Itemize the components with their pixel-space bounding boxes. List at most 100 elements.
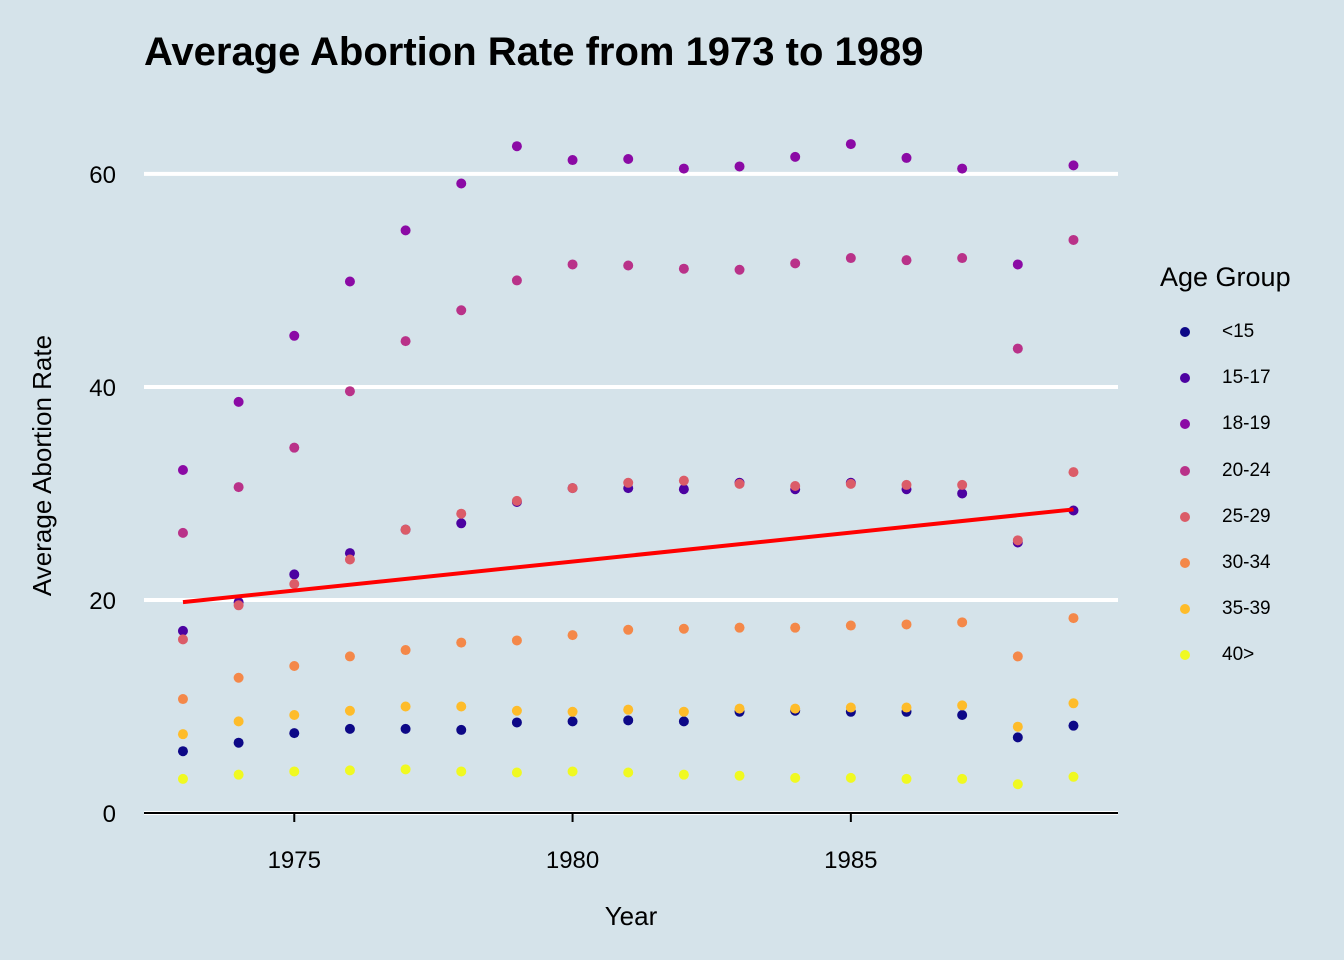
- point-40>: [901, 773, 912, 784]
- point-18-19: [289, 330, 300, 341]
- point-30-34: [845, 620, 856, 631]
- point-25-29: [845, 478, 856, 489]
- point-35-39: [678, 706, 689, 717]
- x-tick-label: 1985: [824, 847, 877, 874]
- point-30-34: [344, 651, 355, 662]
- legend-label: 20-24: [1222, 459, 1271, 481]
- point-30-34: [1068, 613, 1079, 624]
- point-30-34: [678, 623, 689, 634]
- point-20-24: [1012, 343, 1023, 354]
- point-35-39: [177, 729, 188, 740]
- legend-key: [1180, 650, 1190, 661]
- point-25-29: [734, 478, 745, 489]
- point-40>: [233, 769, 244, 780]
- point-35-39: [511, 705, 522, 716]
- point-18-19: [845, 139, 856, 150]
- point-25-29: [289, 578, 300, 589]
- point-20-24: [1068, 234, 1079, 245]
- point-30-34: [623, 624, 634, 635]
- point-35-39: [623, 704, 634, 715]
- legend-label: 18-19: [1222, 413, 1271, 435]
- legend-item: 35-39: [1160, 586, 1291, 632]
- x-tick-label: 1980: [546, 847, 599, 874]
- point-25-29: [1012, 535, 1023, 546]
- point-40>: [1068, 771, 1079, 782]
- legend-key: [1180, 558, 1190, 569]
- point-30-34: [177, 694, 188, 705]
- point-25-29: [1068, 467, 1079, 478]
- legend-item: 18-19: [1160, 401, 1291, 447]
- legend-items: <15 15-17 18-19 20-24 25-29 30-34 35-39 40>: [1160, 309, 1291, 679]
- point-40>: [845, 772, 856, 783]
- point-35-39: [456, 701, 467, 712]
- legend-key: [1180, 465, 1190, 476]
- point-15-17: [678, 484, 689, 495]
- point-30-34: [790, 622, 801, 633]
- point-18-19: [1068, 160, 1079, 171]
- point-30-34: [734, 622, 745, 633]
- point-25-29: [456, 508, 467, 519]
- point-18-19: [623, 153, 634, 164]
- point-40>: [957, 773, 968, 784]
- point-18-19: [344, 276, 355, 287]
- point-<15: [344, 723, 355, 734]
- y-tick-label: 60: [89, 162, 116, 189]
- point-25-29: [957, 479, 968, 490]
- point-15-17: [289, 569, 300, 580]
- point-35-39: [400, 701, 411, 712]
- point-<15: [957, 710, 968, 721]
- legend-key: [1180, 327, 1190, 338]
- point-40>: [289, 766, 300, 777]
- chart-title: Average Abortion Rate from 1973 to 1989: [144, 30, 924, 74]
- legend-item: 15-17: [1160, 355, 1291, 401]
- point-20-24: [957, 253, 968, 264]
- point-18-19: [901, 152, 912, 163]
- point-<15: [177, 746, 188, 757]
- point-<15: [678, 716, 689, 727]
- point-35-39: [233, 716, 244, 727]
- point-30-34: [456, 637, 467, 648]
- point-25-29: [177, 634, 188, 645]
- point-20-24: [177, 527, 188, 538]
- point-30-34: [901, 619, 912, 630]
- point-<15: [233, 737, 244, 748]
- point-35-39: [1012, 721, 1023, 732]
- point-<15: [289, 728, 300, 739]
- legend-label: 35-39: [1222, 598, 1271, 620]
- point-40>: [734, 770, 745, 781]
- point-35-39: [901, 702, 912, 713]
- point-35-39: [957, 700, 968, 711]
- point-35-39: [1068, 698, 1079, 709]
- point-35-39: [734, 703, 745, 714]
- point-20-24: [456, 305, 467, 316]
- y-tick-label: 40: [89, 375, 116, 402]
- point-40>: [790, 772, 801, 783]
- point-30-34: [567, 630, 578, 641]
- point-20-24: [289, 442, 300, 453]
- point-30-34: [289, 661, 300, 672]
- point-40>: [456, 766, 467, 777]
- point-30-34: [1012, 651, 1023, 662]
- point-<15: [623, 715, 634, 726]
- point-<15: [567, 716, 578, 727]
- point-25-29: [678, 475, 689, 486]
- y-tick-label: 20: [89, 588, 116, 615]
- x-tick-label: 1975: [268, 847, 321, 874]
- point-18-19: [400, 225, 411, 236]
- point-35-39: [845, 702, 856, 713]
- point-25-29: [567, 483, 578, 494]
- point-30-34: [233, 672, 244, 683]
- point-18-19: [790, 151, 801, 162]
- point-<15: [400, 723, 411, 734]
- legend-item: <15: [1160, 309, 1291, 355]
- point-40>: [511, 767, 522, 778]
- legend-key: [1180, 373, 1190, 384]
- y-axis-title: Average Abortion Rate: [27, 335, 57, 596]
- point-20-24: [678, 263, 689, 274]
- legend-label: 15-17: [1222, 367, 1271, 389]
- point-25-29: [790, 480, 801, 491]
- point-25-29: [901, 479, 912, 490]
- point-20-24: [567, 259, 578, 270]
- point-20-24: [623, 260, 634, 271]
- point-35-39: [344, 705, 355, 716]
